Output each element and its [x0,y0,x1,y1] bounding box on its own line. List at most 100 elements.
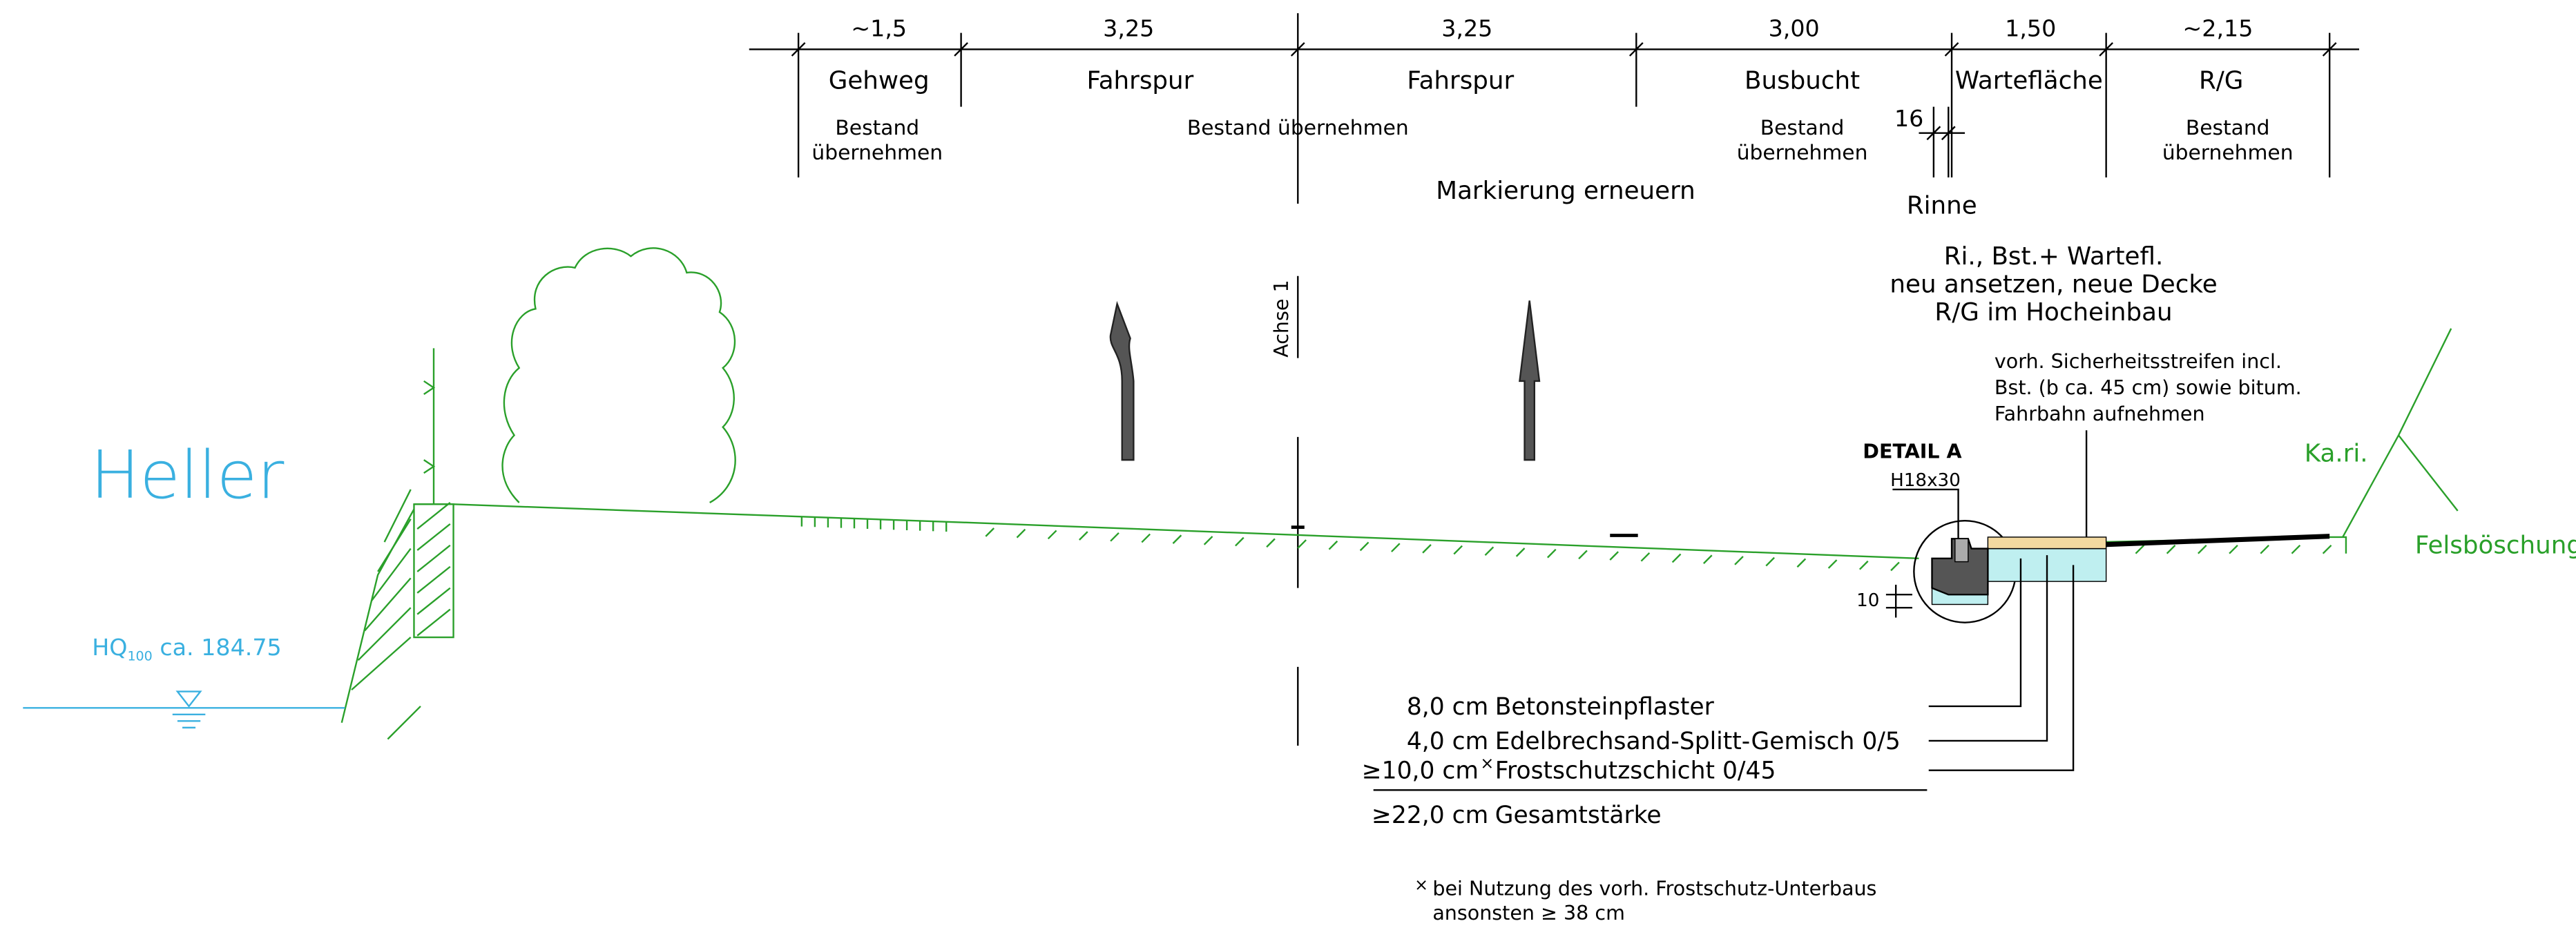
ground-line [414,503,1919,560]
section-name: Wartefläche [1955,67,2103,95]
hatch [2229,544,2238,554]
tree [501,247,736,504]
dim-tick [1926,126,1941,141]
renewal-note: Ri., Bst.+ Wartefl. neu ansetzen, neue D… [1890,242,2217,327]
hatch [351,637,412,691]
rock-slope [2398,434,2459,512]
detail-dim: 10 [1856,590,1879,611]
hatch [1734,556,1744,565]
dimension-value: ~1,5 [851,14,907,41]
section-name: Busbucht [1744,67,1860,95]
layer-name: Frostschutzschicht 0/45 [1495,757,1776,785]
dimension-value: 3,25 [1441,14,1492,41]
turn-arrow [1109,300,1135,461]
hatch [1609,551,1619,561]
layer-mark: × [1480,753,1494,773]
section-name: Gehweg [829,67,930,95]
hatch [1047,530,1057,540]
hatch [1703,554,1713,564]
footnote-line: bei Nutzung des vorh. Frostschutz-Unterb… [1432,878,1876,900]
hatch [1110,532,1119,542]
leader [1892,488,1959,543]
straight-arrow [1519,300,1541,461]
leader [1928,555,2048,742]
hatch [1359,541,1369,552]
hatch [1890,561,1900,572]
level-rest: ca. 184.75 [153,634,282,661]
hatch [1796,558,1807,568]
note-line: R/G im Hocheinbau [1934,298,2172,327]
gutter-label: Rinne [1907,191,1977,220]
gutter-label: Ka.ri. [2305,440,2368,468]
hatch [1391,543,1401,552]
hatch [377,519,412,572]
section-note: übernehmen [2162,141,2294,165]
hatch [1547,548,1557,559]
total-name: Gesamtstärke [1495,802,1662,829]
curb [1931,538,1989,596]
hatch [1422,544,1432,554]
hatch [1266,538,1276,548]
dimension-value: ~2,15 [2182,14,2253,41]
layer-name: Edelbrechsand-Splitt-Gemisch 0/5 [1495,728,1901,755]
detail-a: DETAIL A H18x30 10 [1856,440,2330,771]
hatch [357,607,412,661]
dimension-value: 3,25 [1103,14,1154,41]
gutter-dim: 16 [1894,105,1923,132]
road-axis: Achse 1 [1270,13,1638,746]
hatch [1453,545,1463,555]
hatch [1203,536,1213,545]
section-name: Fahrspur [1407,67,1514,95]
hatch [1079,531,1088,541]
dimension-tick [1944,42,1959,57]
note-line: neu ansetzen, neue Decke [1890,270,2217,298]
note-line: vorh. Sicherheitsstreifen incl. [1995,350,2282,373]
hatch [1578,550,1588,560]
hatch [370,548,412,602]
leader [1928,558,2022,708]
total-thickness: ≥22,0 cm [1372,802,1488,829]
hatch [416,502,451,530]
hatch [1016,528,1026,539]
section-name: R/G [2199,67,2243,95]
removal-note: vorh. Sicherheitsstreifen incl. Bst. (b … [1995,350,2302,543]
note-line: Ri., Bst.+ Wartefl. [1944,242,2164,271]
hatch [2291,544,2301,554]
dimension-tick [2322,42,2337,57]
asphalt [2106,534,2330,548]
hatch [416,608,451,637]
hatch [1827,559,1838,569]
layer-thickness: 8,0 cm [1407,693,1488,721]
post-mark [423,380,436,395]
dimension-value: 1,50 [2005,14,2056,41]
footnote-mark: × [1414,875,1428,894]
note-line: Fahrbahn aufnehmen [1995,403,2205,425]
hatch [1858,560,1869,570]
dim-tick [1941,126,1956,141]
footnote-line: ansonsten ≥ 38 cm [1432,902,1625,924]
dimension-value: 3,00 [1769,14,1820,41]
hatch [1515,548,1526,557]
gutter-dimension: 16 Rinne [1894,105,1977,220]
water-symbol [175,690,202,708]
detail-title: DETAIL A [1863,440,1961,463]
dimension-chain: ~1,5 3,25 3,25 3,00 1,50 ~2,15 Gehweg Fa… [749,14,2359,177]
paving-layer [1987,536,2107,550]
hatch [1297,539,1307,549]
section-note: übernehmen [811,141,943,165]
note-line: Bst. (b ca. 45 cm) sowie bitum. [1995,376,2302,399]
hatch [2198,544,2207,554]
hatch [1172,534,1182,544]
slope-label: Felsböschung [2415,532,2576,560]
section-note: Bestand [1760,116,1845,140]
hatch [416,523,451,551]
water-level: HQ100 ca. 184.75 [92,634,282,663]
dimension-tick [954,42,968,57]
hatch [387,706,421,740]
level-sub: 100 [127,648,152,663]
curb-type: H18x30 [1890,470,1961,491]
section-name: Fahrspur [1086,67,1193,95]
hatch [2135,544,2145,554]
